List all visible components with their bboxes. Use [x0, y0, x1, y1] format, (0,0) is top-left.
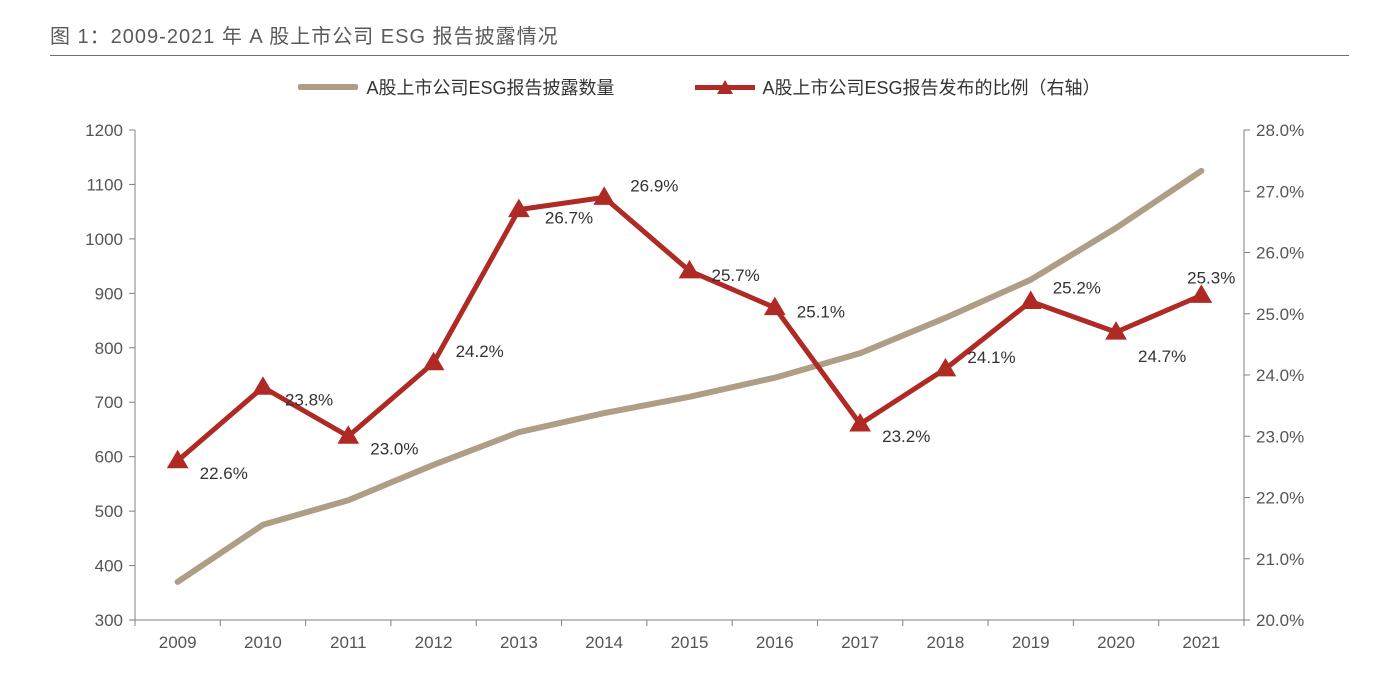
- legend-label-ratio: A股上市公司ESG报告发布的比例（右轴）: [763, 74, 1101, 100]
- figure-title: 图 1：2009-2021 年 A 股上市公司 ESG 报告披露情况: [50, 20, 1379, 49]
- legend-swatch-ratio: [695, 85, 755, 90]
- x-tick: 2012: [415, 633, 453, 652]
- x-tick: 2009: [159, 633, 197, 652]
- y-right-tick: 28.0%: [1256, 121, 1304, 140]
- y-right-tick: 27.0%: [1256, 182, 1304, 201]
- series-ratio-label: 24.2%: [456, 342, 504, 361]
- chart-container: A股上市公司ESG报告披露数量 A股上市公司ESG报告发布的比例（右轴） 300…: [20, 74, 1379, 670]
- legend-item-count: A股上市公司ESG报告披露数量: [298, 74, 614, 100]
- x-tick: 2010: [244, 633, 282, 652]
- x-tick: 2015: [671, 633, 709, 652]
- series-count-line: [178, 171, 1202, 582]
- series-ratio-label: 25.3%: [1187, 268, 1235, 287]
- series-ratio-marker: [1021, 292, 1041, 309]
- y-left-tick: 1100: [86, 175, 123, 194]
- series-ratio-line: [178, 197, 1202, 460]
- y-right-tick: 21.0%: [1256, 550, 1304, 569]
- series-ratio-label: 25.7%: [712, 266, 760, 285]
- x-tick: 2017: [841, 633, 879, 652]
- series-ratio-label: 24.7%: [1138, 347, 1186, 366]
- y-left-tick: 400: [95, 557, 123, 576]
- series-ratio-marker: [1191, 285, 1211, 302]
- series-ratio-label: 25.2%: [1053, 279, 1101, 298]
- x-tick: 2011: [330, 633, 367, 652]
- x-tick: 2020: [1097, 633, 1135, 652]
- y-left-tick: 300: [95, 611, 123, 630]
- y-left-tick: 600: [95, 448, 123, 467]
- series-ratio-label: 23.0%: [370, 439, 418, 458]
- y-left-tick: 700: [95, 393, 123, 412]
- series-ratio-label: 25.1%: [797, 303, 845, 322]
- x-tick: 2019: [1012, 633, 1050, 652]
- y-right-tick: 23.0%: [1256, 427, 1304, 446]
- series-ratio-label: 23.8%: [285, 390, 333, 409]
- series-ratio-label: 26.7%: [545, 209, 593, 228]
- series-ratio-label: 24.1%: [967, 348, 1015, 367]
- x-tick: 2018: [927, 633, 965, 652]
- series-ratio-marker: [253, 377, 273, 394]
- y-left-tick: 800: [95, 339, 123, 358]
- x-tick: 2021: [1182, 633, 1220, 652]
- chart-svg: 300 400 500 600 700 800 900 1000 1100 1200 20.0% 21…: [20, 110, 1359, 670]
- y-right-tick: 22.0%: [1256, 489, 1304, 508]
- legend: A股上市公司ESG报告披露数量 A股上市公司ESG报告发布的比例（右轴）: [20, 74, 1379, 100]
- y-left-tick: 500: [95, 502, 123, 521]
- y-right-tick: 26.0%: [1256, 244, 1304, 263]
- series-ratio-label: 22.6%: [200, 464, 248, 483]
- series-ratio-label: 26.9%: [630, 176, 678, 195]
- legend-label-count: A股上市公司ESG报告披露数量: [366, 74, 614, 100]
- legend-item-ratio: A股上市公司ESG报告发布的比例（右轴）: [695, 74, 1101, 100]
- y-left-tick: 1200: [85, 121, 123, 140]
- x-tick: 2014: [585, 633, 623, 652]
- series-ratio-label: 23.2%: [882, 427, 930, 446]
- y-right-tick: 25.0%: [1256, 305, 1304, 324]
- y-right-tick: 20.0%: [1256, 611, 1304, 630]
- x-tick: 2013: [500, 633, 538, 652]
- y-left-tick: 1000: [85, 230, 123, 249]
- y-right-tick: 24.0%: [1256, 366, 1304, 385]
- y-left-tick: 900: [95, 284, 123, 303]
- figure-rule: [50, 55, 1349, 56]
- legend-swatch-count: [298, 84, 358, 90]
- x-tick: 2016: [756, 633, 794, 652]
